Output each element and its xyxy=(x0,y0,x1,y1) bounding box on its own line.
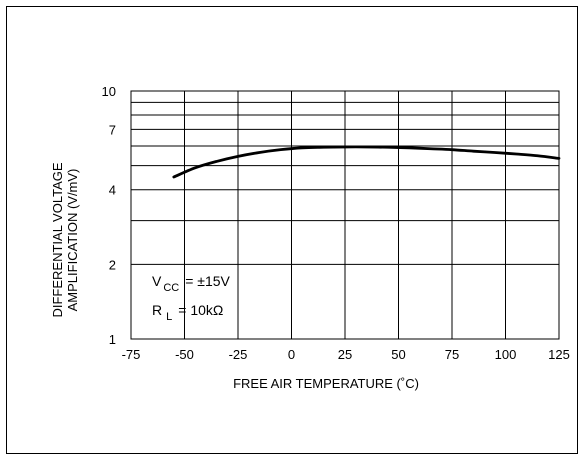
y-tick-label: 4 xyxy=(109,183,116,198)
y-tick-label: 10 xyxy=(102,84,116,99)
x-tick-label: 75 xyxy=(445,347,459,362)
rl-subscript: L xyxy=(166,311,172,323)
x-axis-title: FREE AIR TEMPERATURE (˚C) xyxy=(233,376,419,391)
x-tick-label: -25 xyxy=(229,347,248,362)
x-tick-label: 50 xyxy=(391,347,405,362)
y-tick-labels: 1 2 4 7 10 xyxy=(102,84,116,347)
x-tick-label: -75 xyxy=(122,347,141,362)
x-tick-label: 0 xyxy=(288,347,295,362)
plot-area-border xyxy=(130,90,560,340)
vcc-value: = ±15V xyxy=(185,273,230,289)
x-tick-label: 25 xyxy=(338,347,352,362)
vcc-annotation: V CC = ±15V xyxy=(152,273,231,294)
x-tick-label: 100 xyxy=(495,347,517,362)
y-tick-label: 1 xyxy=(109,332,116,347)
vcc-subscript: CC xyxy=(163,282,179,294)
y-axis-title-line2: AMPLIFICATION (V/mV) xyxy=(65,169,80,312)
y-tick-label: 2 xyxy=(109,257,116,272)
amplification-curve xyxy=(172,145,561,179)
rl-value: = 10kΩ xyxy=(178,302,223,318)
vcc-symbol: V xyxy=(152,273,162,289)
chart-frame xyxy=(6,6,578,454)
rl-annotation: R L = 10kΩ xyxy=(152,302,223,323)
x-tick-label: 125 xyxy=(548,347,570,362)
y-axis-title-line1: DIFFERENTIAL VOLTAGE xyxy=(50,162,65,317)
y-tick-label: 7 xyxy=(109,122,116,137)
x-tick-labels: -75 -50 -25 0 25 50 75 100 125 xyxy=(122,347,570,362)
rl-symbol: R xyxy=(152,302,162,318)
x-tick-label: -50 xyxy=(175,347,194,362)
